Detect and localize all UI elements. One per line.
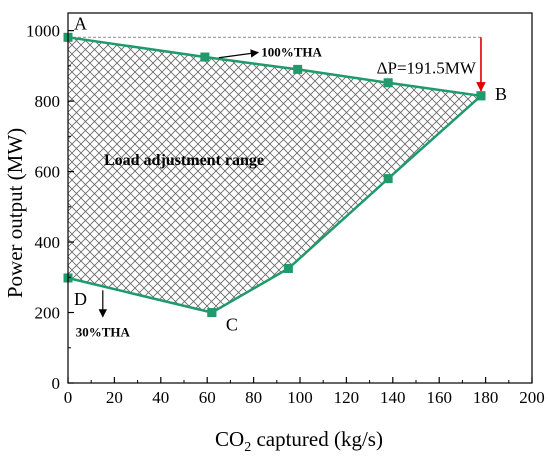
x-tick-label: 100 [287, 388, 313, 407]
x-tick-label: 60 [199, 388, 216, 407]
y-tick-label: 200 [35, 304, 61, 323]
hatched-region [68, 37, 481, 313]
point-label-c: C [226, 315, 238, 335]
data-point-marker [207, 308, 217, 318]
label-30-tha: 30%THA [76, 324, 131, 339]
x-tick-label: 120 [334, 388, 360, 407]
data-point-marker [476, 91, 486, 101]
tick-group: 0 20 40 60 80 100 120 140 160 180 200 0 200 400 600 800… [26, 22, 545, 407]
load-adjustment-region [68, 37, 481, 313]
y-axis-title: Power output (MW) [3, 128, 27, 298]
x-axis-title-prefix: CO [215, 427, 244, 451]
delta-p-label: ΔP=191.5MW [377, 59, 477, 78]
series-line-2 [67, 276, 213, 314]
x-axis-title-subscript: 2 [244, 440, 251, 455]
x-tick-label: 180 [473, 388, 499, 407]
x-tick-label: 200 [519, 388, 545, 407]
annotation-group: A B C D Load adjustment range 100%THA 30%THA ΔP… [74, 13, 507, 339]
x-tick-label: 0 [64, 388, 73, 407]
data-point-marker [200, 52, 210, 62]
series-line-1 [211, 94, 482, 314]
y-tick-label: 600 [35, 163, 61, 182]
point-label-b: B [495, 84, 507, 104]
x-tick-label: 140 [380, 388, 406, 407]
data-point-marker [283, 263, 293, 273]
point-label-a: A [74, 13, 87, 33]
data-point-marker [293, 64, 303, 74]
x-tick-label: 160 [426, 388, 452, 407]
x-tick-label: 20 [106, 388, 123, 407]
y-tick-label: 0 [52, 374, 61, 393]
y-tick-label: 400 [35, 233, 61, 252]
region-label: Load adjustment range [104, 152, 264, 169]
point-label-d: D [74, 289, 87, 309]
label-100-tha: 100%THA [261, 44, 322, 59]
thr100-pointer-arrow [218, 49, 260, 59]
x-tick-label: 40 [152, 388, 169, 407]
x-tick-label: 80 [245, 388, 262, 407]
y-tick-label: 1000 [26, 22, 60, 41]
x-axis-title: CO2 captured (kg/s) [215, 427, 383, 455]
data-point-marker [383, 174, 393, 184]
x-axis-title-suffix: captured (kg/s) [251, 427, 383, 451]
data-point-marker [383, 78, 393, 88]
y-tick-label: 800 [35, 92, 61, 111]
